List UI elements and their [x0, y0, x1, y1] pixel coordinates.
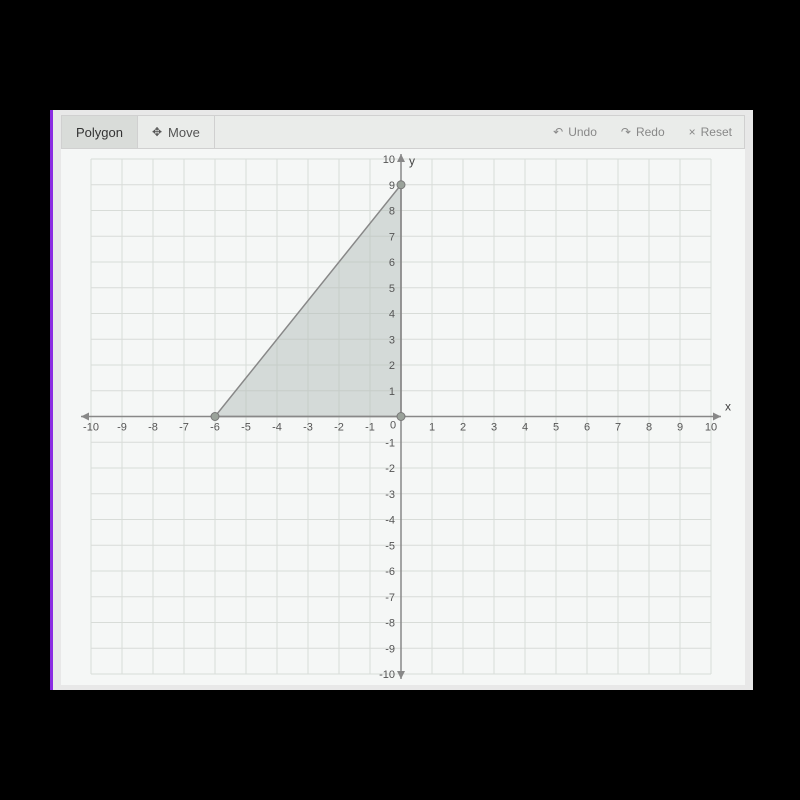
polygon-tool-label: Polygon [76, 125, 123, 140]
svg-text:y: y [409, 154, 415, 168]
svg-text:-1: -1 [365, 422, 375, 434]
undo-icon: ↶ [553, 125, 563, 139]
svg-text:10: 10 [383, 154, 395, 166]
svg-text:9: 9 [677, 422, 683, 434]
svg-text:-4: -4 [272, 422, 282, 434]
svg-text:-7: -7 [179, 422, 189, 434]
svg-text:10: 10 [705, 422, 717, 434]
move-tool-button[interactable]: ✥ Move [138, 116, 215, 148]
svg-text:-8: -8 [385, 618, 395, 630]
svg-text:-2: -2 [385, 463, 395, 475]
svg-text:9: 9 [389, 180, 395, 192]
redo-button[interactable]: ↷ Redo [609, 116, 677, 148]
svg-text:7: 7 [389, 231, 395, 243]
redo-label: Redo [636, 125, 665, 139]
svg-text:-3: -3 [385, 489, 395, 501]
reset-label: Reset [701, 125, 732, 139]
svg-text:8: 8 [646, 422, 652, 434]
svg-text:-5: -5 [241, 422, 251, 434]
svg-text:1: 1 [429, 422, 435, 434]
svg-text:5: 5 [389, 283, 395, 295]
svg-text:-7: -7 [385, 592, 395, 604]
svg-text:2: 2 [460, 422, 466, 434]
svg-text:3: 3 [389, 334, 395, 346]
undo-label: Undo [568, 125, 597, 139]
svg-text:0: 0 [390, 420, 396, 432]
svg-text:4: 4 [522, 422, 528, 434]
svg-text:2: 2 [389, 360, 395, 372]
toolbar: Polygon ✥ Move ↶ Undo ↷ Redo × Reset [61, 115, 745, 149]
svg-text:1: 1 [389, 386, 395, 398]
graph-panel: Polygon ✥ Move ↶ Undo ↷ Redo × Reset -10… [61, 115, 745, 685]
reset-button[interactable]: × Reset [677, 116, 744, 148]
undo-button[interactable]: ↶ Undo [541, 116, 609, 148]
svg-text:-3: -3 [303, 422, 313, 434]
svg-text:-4: -4 [385, 515, 395, 527]
svg-text:x: x [725, 400, 731, 414]
svg-text:-10: -10 [379, 669, 395, 681]
coordinate-plane[interactable]: -10-9-8-7-6-5-4-3-2-1012345678910-10-9-8… [61, 149, 741, 684]
svg-text:6: 6 [389, 257, 395, 269]
svg-text:-8: -8 [148, 422, 158, 434]
svg-text:8: 8 [389, 206, 395, 218]
svg-text:7: 7 [615, 422, 621, 434]
svg-text:-2: -2 [334, 422, 344, 434]
chart-area[interactable]: -10-9-8-7-6-5-4-3-2-1012345678910-10-9-8… [61, 149, 745, 687]
svg-text:-1: -1 [385, 437, 395, 449]
svg-text:6: 6 [584, 422, 590, 434]
svg-text:-9: -9 [385, 643, 395, 655]
reset-icon: × [689, 125, 696, 139]
svg-text:-9: -9 [117, 422, 127, 434]
svg-text:3: 3 [491, 422, 497, 434]
svg-text:-6: -6 [210, 422, 220, 434]
svg-text:-6: -6 [385, 566, 395, 578]
svg-text:-10: -10 [83, 422, 99, 434]
svg-text:4: 4 [389, 309, 395, 321]
polygon-tool-button[interactable]: Polygon [62, 116, 138, 148]
redo-icon: ↷ [621, 125, 631, 139]
move-tool-label: Move [168, 125, 200, 140]
app-frame: Polygon ✥ Move ↶ Undo ↷ Redo × Reset -10… [50, 110, 753, 690]
move-icon: ✥ [152, 125, 162, 139]
svg-text:5: 5 [553, 422, 559, 434]
svg-text:-5: -5 [385, 540, 395, 552]
